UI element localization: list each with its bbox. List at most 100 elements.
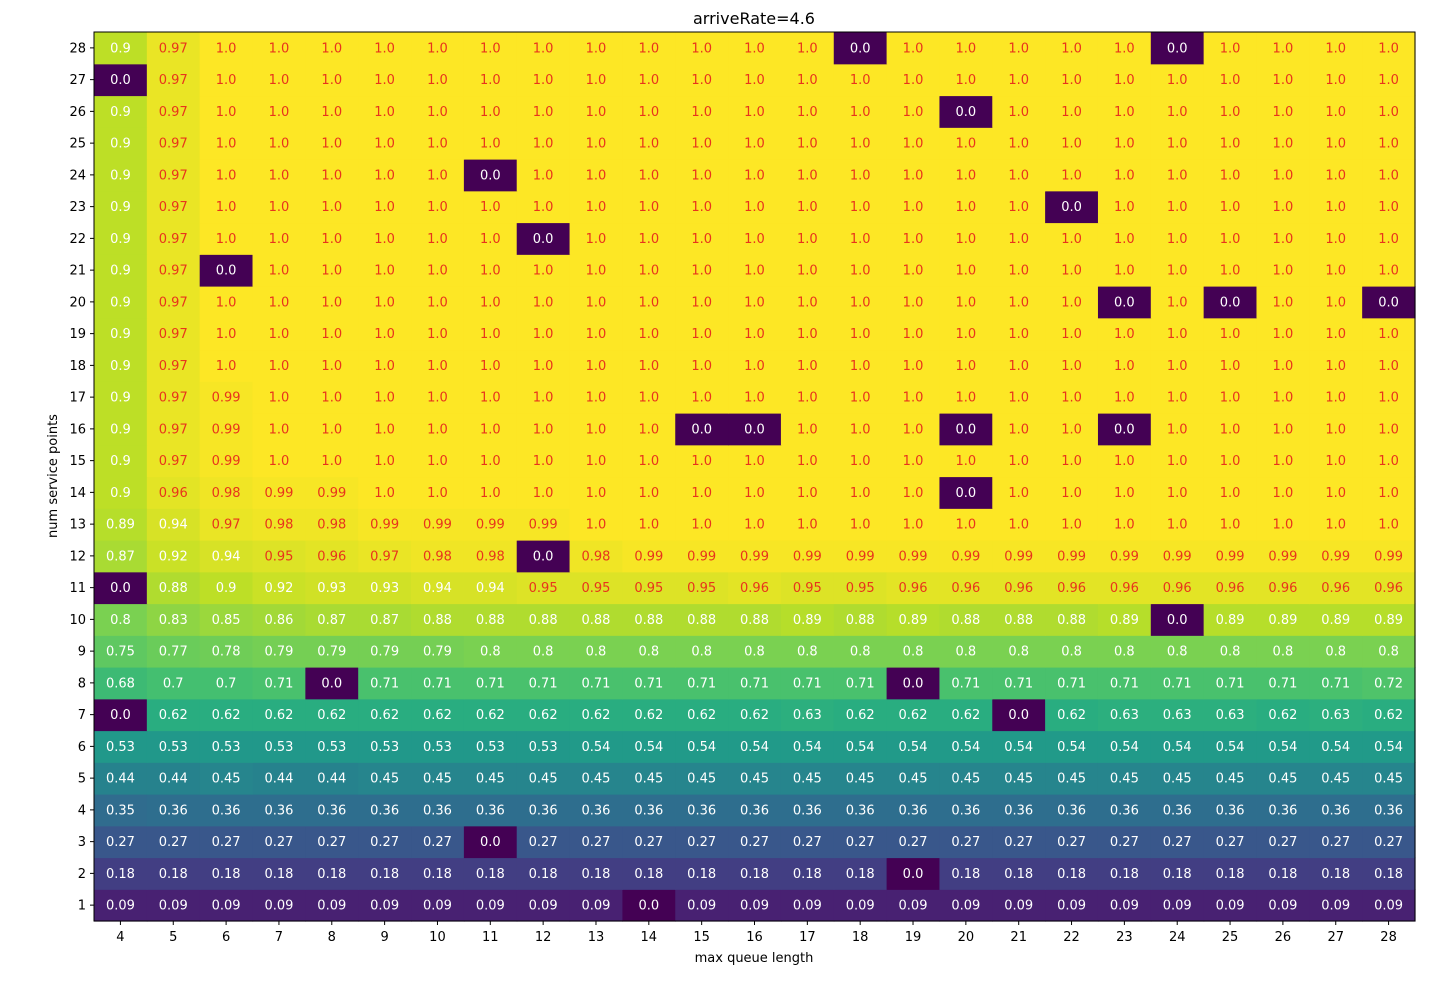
heatmap-cell xyxy=(411,254,465,287)
cell-value-label: 0.71 xyxy=(529,676,558,691)
cell-value-label: 0.62 xyxy=(264,708,293,723)
heatmap-cell xyxy=(199,794,254,827)
cell-value-label: 1.0 xyxy=(1220,327,1241,342)
heatmap-cell xyxy=(516,444,571,478)
heatmap-cell xyxy=(463,254,518,287)
heatmap-cell xyxy=(411,286,465,319)
heatmap-cell xyxy=(516,857,571,890)
cell-value-label: 1.0 xyxy=(269,41,290,56)
heatmap-cell xyxy=(463,635,518,668)
cell-value-label: 0.45 xyxy=(793,772,822,787)
heatmap-cell xyxy=(1362,95,1416,128)
cell-value-label: 1.0 xyxy=(1273,168,1294,183)
cell-value-label: 0.36 xyxy=(582,803,611,818)
cell-value-label: 1.0 xyxy=(1061,264,1082,279)
heatmap-cell xyxy=(199,381,254,414)
cell-value-label: 1.0 xyxy=(533,359,554,374)
cell-value-label: 0.36 xyxy=(793,803,822,818)
heatmap-cell xyxy=(1256,762,1310,795)
heatmap-cell xyxy=(516,667,571,700)
cell-value-label: 0.89 xyxy=(106,518,135,533)
heatmap-cell xyxy=(569,635,623,668)
heatmap-cell xyxy=(1045,762,1099,795)
cell-value-label: 0.9 xyxy=(110,105,131,120)
heatmap-cell xyxy=(992,825,1046,859)
cell-value-label: 1.0 xyxy=(638,327,659,342)
cell-value-label: 1.0 xyxy=(638,295,659,310)
heatmap-cell xyxy=(94,413,148,446)
heatmap-cell xyxy=(252,540,306,573)
cell-value-label: 1.0 xyxy=(638,264,659,279)
cell-value-label: 0.98 xyxy=(317,518,346,533)
heatmap-cell xyxy=(780,159,835,192)
cell-value-label: 0.89 xyxy=(899,613,928,628)
x-axis-ticks: 4 5 6 7 8 9 10 11 12 13 14 15 16 17 18 19 20 21 22 23 24 25 26… xyxy=(116,921,1397,945)
heatmap-cell xyxy=(780,222,835,255)
heatmap-cell xyxy=(1097,413,1152,446)
cell-value-label: 1.0 xyxy=(850,105,871,120)
heatmap-cell xyxy=(252,444,306,478)
cell-value-label: 0.36 xyxy=(1004,803,1033,818)
heatmap-cell xyxy=(1150,286,1205,319)
cell-value-label: 1.0 xyxy=(1273,486,1294,501)
cell-value-label: 1.0 xyxy=(1167,264,1188,279)
cell-value-label: 1.0 xyxy=(216,327,237,342)
cell-value-label: 1.0 xyxy=(1008,486,1029,501)
cell-value-label: 0.99 xyxy=(529,518,558,533)
x-tick-label: 5 xyxy=(169,930,177,945)
cell-value-label: 0.99 xyxy=(634,549,663,564)
cell-value-label: 0.18 xyxy=(1321,867,1350,882)
cell-value-label: 0.96 xyxy=(1057,581,1086,596)
cell-value-label: 1.0 xyxy=(374,73,395,88)
heatmap-cell xyxy=(252,603,306,636)
heatmap-cell xyxy=(675,889,729,922)
cell-value-label: 0.89 xyxy=(793,613,822,628)
cell-value-label: 0.94 xyxy=(159,518,188,533)
x-tick-label: 20 xyxy=(958,930,975,945)
heatmap-cell xyxy=(886,286,941,319)
cell-value-label: 1.0 xyxy=(1325,73,1346,88)
cell-value-label: 0.9 xyxy=(216,581,237,596)
heatmap-cell xyxy=(833,317,888,351)
cell-value-label: 0.9 xyxy=(110,327,131,342)
cell-value-label: 1.0 xyxy=(744,73,765,88)
cell-value-label: 0.71 xyxy=(951,676,980,691)
heatmap-cell xyxy=(94,635,148,668)
heatmap-cell xyxy=(1362,794,1416,827)
heatmap-cell xyxy=(516,698,571,732)
cell-value-label: 0.36 xyxy=(476,803,505,818)
heatmap-cell xyxy=(411,159,465,192)
cell-value-label: 1.0 xyxy=(797,327,818,342)
cell-value-label: 0.09 xyxy=(1268,899,1297,914)
cell-value-label: 0.63 xyxy=(793,708,822,723)
cell-value-label: 0.62 xyxy=(687,708,716,723)
heatmap-cell xyxy=(569,571,623,605)
cell-value-label: 0.54 xyxy=(1374,740,1403,755)
cell-value-label: 0.18 xyxy=(529,867,558,882)
cell-value-label: 1.0 xyxy=(1114,168,1135,183)
heatmap-cell xyxy=(939,222,993,255)
cell-value-label: 1.0 xyxy=(1325,359,1346,374)
x-tick-label: 4 xyxy=(116,930,124,945)
heatmap-cell xyxy=(1362,476,1416,509)
cell-value-label: 1.0 xyxy=(638,200,659,215)
cell-value-label: 0.09 xyxy=(370,899,399,914)
heatmap-cell xyxy=(516,32,571,65)
cell-value-label: 0.8 xyxy=(797,645,818,660)
heatmap-cell xyxy=(516,254,571,287)
heatmap-cell xyxy=(780,889,835,922)
cell-value-label: 1.0 xyxy=(797,264,818,279)
heatmap-cell xyxy=(569,667,623,700)
cell-value-label: 1.0 xyxy=(744,359,765,374)
heatmap-cell xyxy=(94,286,148,319)
x-tick-label: 11 xyxy=(482,930,499,945)
heatmap-cell xyxy=(780,413,835,446)
heatmap-cell xyxy=(728,698,782,732)
y-tick-label: 1 xyxy=(78,899,86,914)
cell-value-label: 1.0 xyxy=(321,105,342,120)
cell-value-label: 1.0 xyxy=(691,41,712,56)
cell-value-label: 0.7 xyxy=(163,676,184,691)
cell-value-label: 0.54 xyxy=(1004,740,1033,755)
cell-value-label: 0.18 xyxy=(1110,867,1139,882)
heatmap-cell xyxy=(1203,825,1258,859)
